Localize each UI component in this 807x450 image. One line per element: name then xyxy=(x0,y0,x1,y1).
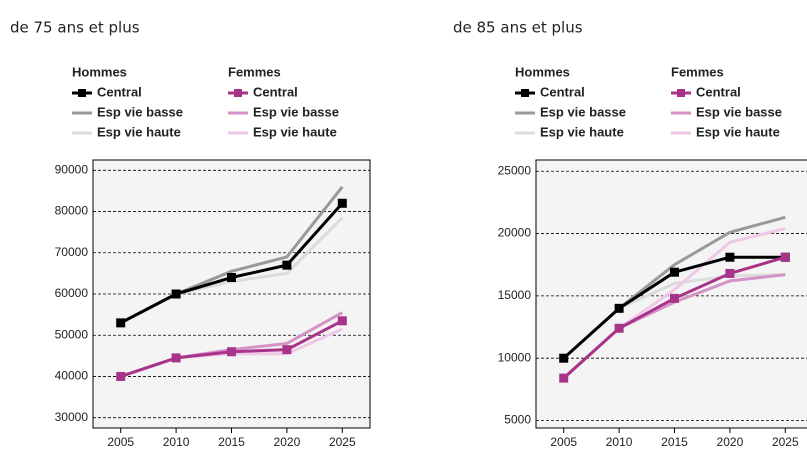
point-marker xyxy=(670,267,679,277)
legend-marker xyxy=(78,89,86,97)
y-tick-label: 60000 xyxy=(55,286,89,300)
point-marker xyxy=(670,293,679,303)
point-marker xyxy=(559,373,569,383)
legend-label: Esp vie basse xyxy=(253,104,339,119)
y-tick-label: 90000 xyxy=(55,162,89,176)
x-tick-label: 2005 xyxy=(107,435,134,449)
legend-label: Central xyxy=(97,84,142,99)
legend-title: Femmes xyxy=(228,64,281,79)
point-marker xyxy=(171,289,181,299)
legend-label: Central xyxy=(696,84,741,99)
point-marker xyxy=(614,303,624,313)
point-marker xyxy=(282,260,292,270)
y-tick-label: 15000 xyxy=(498,288,532,302)
x-tick-label: 2020 xyxy=(274,435,301,449)
legend-label: Esp vie basse xyxy=(540,104,626,119)
x-tick-label: 2005 xyxy=(550,435,577,449)
x-tick-label: 2025 xyxy=(329,435,356,449)
legend-label: Esp vie haute xyxy=(696,124,780,139)
y-tick-label: 20000 xyxy=(498,226,532,240)
point-marker xyxy=(282,345,292,355)
legend-label: Esp vie haute xyxy=(540,124,624,139)
point-marker xyxy=(614,323,624,333)
point-marker xyxy=(780,252,790,262)
legend-label: Esp vie haute xyxy=(97,124,181,139)
legend-label: Esp vie basse xyxy=(97,104,183,119)
point-marker xyxy=(337,198,347,208)
x-tick-label: 2010 xyxy=(606,435,633,449)
y-tick-label: 70000 xyxy=(55,245,89,259)
point-marker xyxy=(337,316,347,326)
legend-marker xyxy=(521,89,529,97)
legend-title: Hommes xyxy=(515,64,570,79)
legend-label: Esp vie haute xyxy=(253,124,337,139)
legend-marker xyxy=(677,89,685,97)
y-tick-label: 5000 xyxy=(504,413,531,427)
point-marker xyxy=(227,273,236,283)
x-tick-label: 2025 xyxy=(772,435,799,449)
point-marker xyxy=(725,268,735,278)
point-marker xyxy=(171,353,181,363)
chart-title: de 75 ans et plus xyxy=(10,19,140,37)
legend-title: Hommes xyxy=(72,64,127,79)
y-tick-label: 30000 xyxy=(55,410,89,424)
point-marker xyxy=(116,371,126,381)
legend-label: Central xyxy=(253,84,298,99)
y-tick-label: 40000 xyxy=(55,369,89,383)
point-marker xyxy=(227,347,236,357)
y-tick-label: 50000 xyxy=(55,327,89,341)
chart-title: de 85 ans et plus xyxy=(453,19,583,37)
x-tick-label: 2015 xyxy=(218,435,245,449)
point-marker xyxy=(725,252,735,262)
legend-label: Esp vie basse xyxy=(696,104,782,119)
legend-title: Femmes xyxy=(671,64,724,79)
x-tick-label: 2010 xyxy=(163,435,190,449)
x-tick-label: 2020 xyxy=(717,435,744,449)
y-tick-label: 10000 xyxy=(498,350,532,364)
legend-label: Central xyxy=(540,84,585,99)
point-marker xyxy=(559,353,569,363)
point-marker xyxy=(116,318,126,328)
legend-marker xyxy=(234,89,242,97)
y-tick-label: 80000 xyxy=(55,204,89,218)
y-tick-label: 25000 xyxy=(498,163,532,177)
x-tick-label: 2015 xyxy=(661,435,688,449)
